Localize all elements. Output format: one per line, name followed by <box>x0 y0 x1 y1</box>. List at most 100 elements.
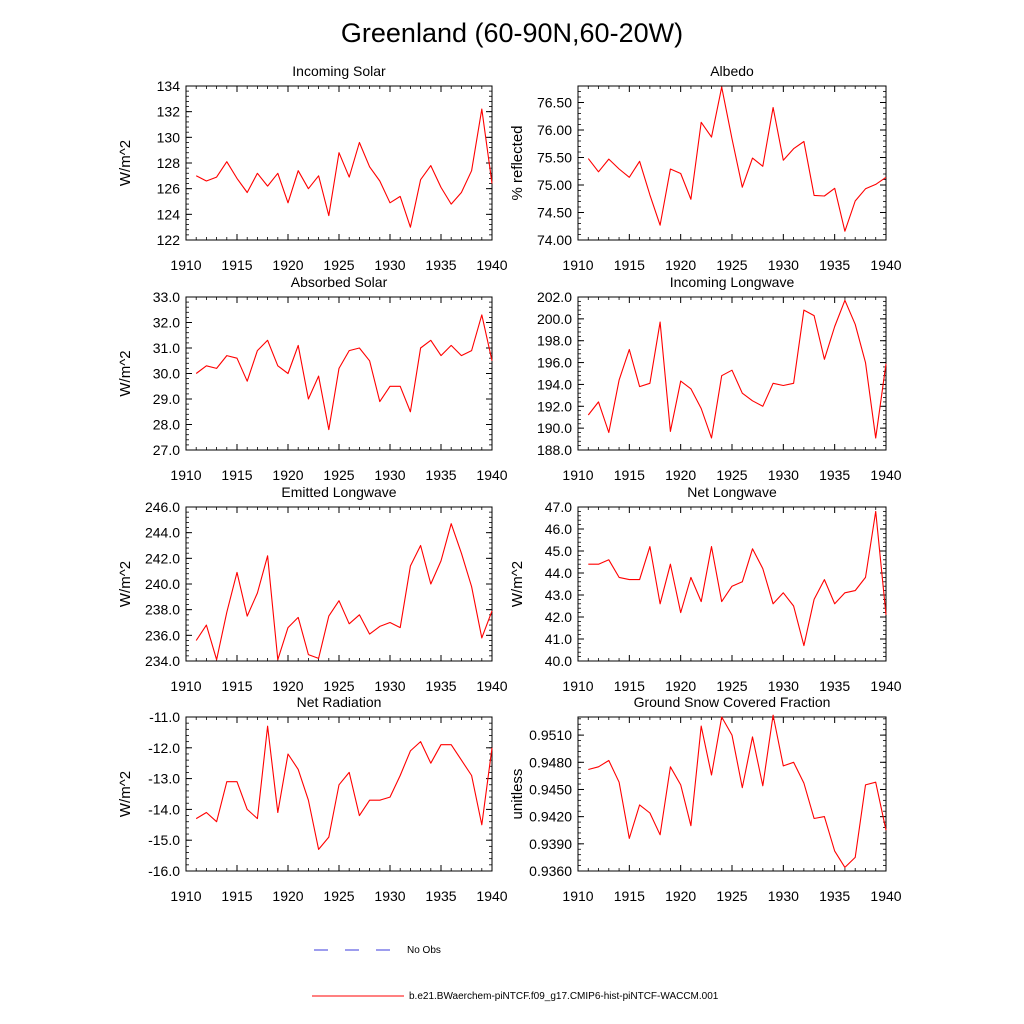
y-tick-label: 28.0 <box>153 417 180 433</box>
x-tick-label: 1925 <box>716 888 747 904</box>
plot-frame <box>186 507 492 661</box>
y-axis-label: W/m^2 <box>117 561 134 607</box>
y-tick-label: 40.0 <box>545 653 572 669</box>
y-tick-label: 46.0 <box>545 521 572 537</box>
y-tick-label: 122 <box>157 232 181 248</box>
series-line <box>196 726 492 849</box>
x-tick-label: 1930 <box>374 257 405 273</box>
y-tick-label: -14.0 <box>148 801 180 817</box>
y-tick-label: 32.0 <box>153 315 180 331</box>
y-tick-label: 124 <box>157 206 181 222</box>
x-tick-label: 1925 <box>323 678 354 694</box>
figure-title: Greenland (60-90N,60-20W) <box>341 18 683 48</box>
x-tick-label: 1910 <box>562 888 593 904</box>
y-tick-label: -13.0 <box>148 771 180 787</box>
x-tick-label: 1935 <box>425 888 456 904</box>
panel-title: Albedo <box>710 63 754 79</box>
x-tick-label: 1910 <box>170 888 201 904</box>
y-tick-label: 0.9450 <box>529 781 572 797</box>
y-tick-label: 27.0 <box>153 442 180 458</box>
y-tick-label: 192.0 <box>537 398 572 414</box>
x-tick-label: 1915 <box>614 257 645 273</box>
y-tick-label: 75.00 <box>537 177 572 193</box>
series-line <box>196 524 492 660</box>
x-tick-label: 1910 <box>562 257 593 273</box>
chart-panel-1: 1910 1915 1920 1925 1930 1935 1940 122 124 126 128… <box>117 63 508 273</box>
y-tick-label: 240.0 <box>145 576 180 592</box>
x-tick-label: 1940 <box>870 888 901 904</box>
x-tick-label: 1925 <box>716 467 747 483</box>
x-tick-label: 1935 <box>819 467 850 483</box>
y-tick-label: 45.0 <box>545 543 572 559</box>
chart-panel-8: 1910 1915 1920 1925 1930 1935 1940 0.9360 0.9390… <box>509 694 902 904</box>
x-tick-label: 1910 <box>562 678 593 694</box>
chart-panel-5: 1910 1915 1920 1925 1930 1935 1940 234.0 236.0 23… <box>117 484 508 694</box>
y-tick-label: 130 <box>157 129 181 145</box>
plot-frame <box>186 717 492 871</box>
panel-title: Emitted Longwave <box>281 484 396 500</box>
x-tick-label: 1930 <box>768 888 799 904</box>
x-tick-label: 1925 <box>716 678 747 694</box>
y-axis-label: W/m^2 <box>509 561 526 607</box>
chart-panel-6: 1910 1915 1920 1925 1930 1935 1940 40.0 41.0 42.0… <box>509 484 902 694</box>
y-tick-label: 74.50 <box>537 205 572 221</box>
y-tick-label: 47.0 <box>545 499 572 515</box>
x-tick-label: 1925 <box>716 257 747 273</box>
series-line <box>196 109 492 227</box>
y-tick-label: 190.0 <box>537 420 572 436</box>
y-tick-label: 198.0 <box>537 333 572 349</box>
x-tick-label: 1910 <box>170 678 201 694</box>
y-tick-label: -16.0 <box>148 863 180 879</box>
series-line <box>588 511 886 645</box>
y-tick-label: 202.0 <box>537 289 572 305</box>
y-tick-label: 244.0 <box>145 525 180 541</box>
legend-label-model: b.e21.BWaerchem-piNTCF.f09_g17.CMIP6-his… <box>409 991 719 1002</box>
y-tick-label: 30.0 <box>153 366 180 382</box>
x-tick-label: 1915 <box>614 467 645 483</box>
x-tick-label: 1920 <box>665 678 696 694</box>
y-tick-label: 31.0 <box>153 340 180 356</box>
x-tick-label: 1935 <box>425 257 456 273</box>
chart-panel-2: 1910 1915 1920 1925 1930 1935 1940 74.00 74.50 75… <box>509 63 902 273</box>
x-tick-label: 1925 <box>323 467 354 483</box>
y-tick-label: -15.0 <box>148 832 180 848</box>
y-tick-label: 41.0 <box>545 631 572 647</box>
x-tick-label: 1930 <box>768 467 799 483</box>
panel-title: Net Longwave <box>687 484 777 500</box>
x-tick-label: 1930 <box>374 888 405 904</box>
x-tick-label: 1915 <box>221 888 252 904</box>
legend: No Obs b.e21.BWaerchem-piNTCF.f09_g17.CM… <box>312 945 719 1002</box>
y-tick-label: 238.0 <box>145 602 180 618</box>
x-tick-label: 1915 <box>221 678 252 694</box>
figure: Greenland (60-90N,60-20W) 1910 1915 1920 19… <box>0 0 1024 1024</box>
x-tick-label: 1940 <box>476 467 507 483</box>
plot-frame <box>186 86 492 240</box>
y-tick-label: 0.9510 <box>529 727 572 743</box>
y-tick-label: 43.0 <box>545 587 572 603</box>
chart-panel-4: 1910 1915 1920 1925 1930 1935 1940 188.0 190.0 19… <box>537 274 902 483</box>
x-tick-label: 1920 <box>665 257 696 273</box>
panel-title: Incoming Longwave <box>670 274 795 290</box>
y-tick-label: 132 <box>157 104 181 120</box>
x-tick-label: 1920 <box>272 467 303 483</box>
x-tick-label: 1925 <box>323 888 354 904</box>
x-tick-label: 1935 <box>425 678 456 694</box>
x-tick-label: 1935 <box>819 888 850 904</box>
x-tick-label: 1920 <box>272 678 303 694</box>
panel-title: Incoming Solar <box>292 63 386 79</box>
series-line <box>196 315 492 430</box>
x-tick-label: 1940 <box>476 678 507 694</box>
y-axis-label: unitless <box>509 769 526 820</box>
panel-title: Net Radiation <box>297 694 382 710</box>
x-tick-label: 1930 <box>768 678 799 694</box>
y-axis-label: W/m^2 <box>117 350 134 396</box>
y-tick-label: 33.0 <box>153 289 180 305</box>
panels: 1910 1915 1920 1925 1930 1935 1940 122 124 126 128… <box>117 63 902 904</box>
series-line <box>588 87 886 231</box>
panel-title: Absorbed Solar <box>291 274 388 290</box>
legend-label-no-obs: No Obs <box>407 945 441 956</box>
x-tick-label: 1940 <box>870 257 901 273</box>
plot-frame <box>186 297 492 450</box>
chart-panel-3: 1910 1915 1920 1925 1930 1935 1940 27.0 28.0 29.0… <box>117 274 508 483</box>
y-tick-label: 126 <box>157 181 181 197</box>
